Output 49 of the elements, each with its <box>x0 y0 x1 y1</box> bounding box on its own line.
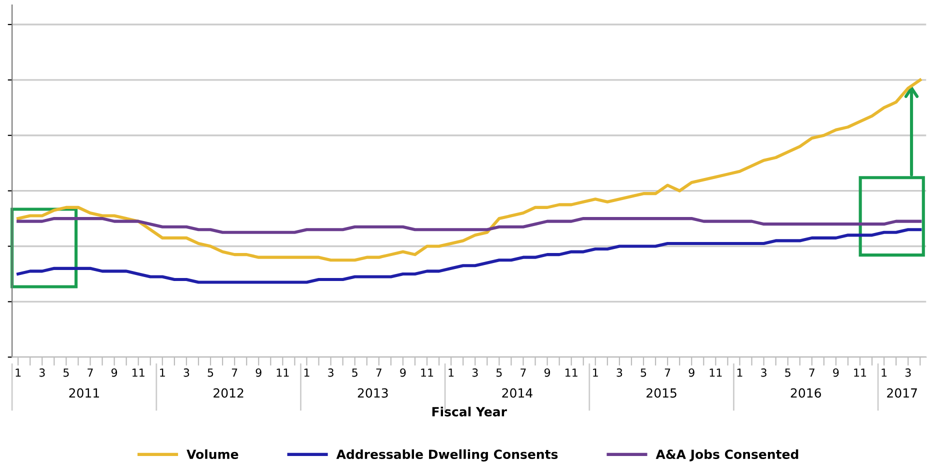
x-tick-label: 7 <box>664 368 670 377</box>
x-tick-label: 5 <box>640 368 646 377</box>
x-tick-label: 1 <box>16 368 21 377</box>
x-tick-label: 7 <box>232 368 238 377</box>
x-tick-label: 9 <box>111 368 118 377</box>
text: 2014 <box>502 388 532 398</box>
text: 2016 <box>790 388 821 398</box>
x-tick-label: 5 <box>208 368 214 377</box>
x-tick-label: 9 <box>400 368 406 377</box>
x-tick-label: 7 <box>809 368 814 377</box>
x-tick-label: 11 <box>565 368 578 377</box>
x-tick-label: 1 <box>448 368 454 377</box>
x-tick-label: 1 <box>304 368 310 377</box>
text: 2011 <box>69 388 99 398</box>
legend-label: Volume <box>186 449 238 460</box>
text: 2015 <box>646 388 676 398</box>
x-tick-label: 5 <box>352 368 358 377</box>
x-tick-label: 3 <box>761 368 766 377</box>
x-axis-title: Fiscal Year <box>432 406 507 416</box>
x-tick-label: 1 <box>160 368 165 377</box>
x-tick-label: 11 <box>854 368 866 377</box>
text: 2013 <box>358 388 388 398</box>
x-tick-label: 1 <box>882 368 887 377</box>
x-tick-label: 11 <box>421 368 434 377</box>
x-tick-label: 5 <box>785 368 790 377</box>
x-tick-label: 9 <box>688 368 694 377</box>
x-tick-label: 1 <box>737 368 742 377</box>
legend-label: Addressable Dwelling Consents <box>336 449 558 462</box>
x-tick-label: 3 <box>328 368 334 377</box>
x-tick-label: 3 <box>184 368 190 377</box>
x-tick-label: 11 <box>132 368 144 377</box>
x-tick-label: 1 <box>593 368 598 377</box>
x-tick-label: 3 <box>39 368 45 377</box>
x-tick-label: 11 <box>276 368 289 377</box>
x-tick-label: 9 <box>544 368 550 377</box>
x-tick-label: 7 <box>88 368 93 377</box>
x-tick-label: 9 <box>833 368 839 377</box>
text: 2012 <box>214 388 244 398</box>
text: 2017 <box>887 388 917 398</box>
x-tick-label: 11 <box>710 368 722 377</box>
x-tick-label: 7 <box>376 368 382 377</box>
x-tick-label: 3 <box>905 368 911 377</box>
x-tick-label: 3 <box>472 368 478 377</box>
x-tick-label: 5 <box>64 368 69 377</box>
legend-label: A&A Jobs Consented <box>656 449 798 462</box>
x-tick-label: 9 <box>256 368 262 377</box>
x-tick-label: 7 <box>520 368 526 377</box>
x-tick-label: 3 <box>616 368 622 377</box>
x-tick-label: 5 <box>496 368 502 377</box>
